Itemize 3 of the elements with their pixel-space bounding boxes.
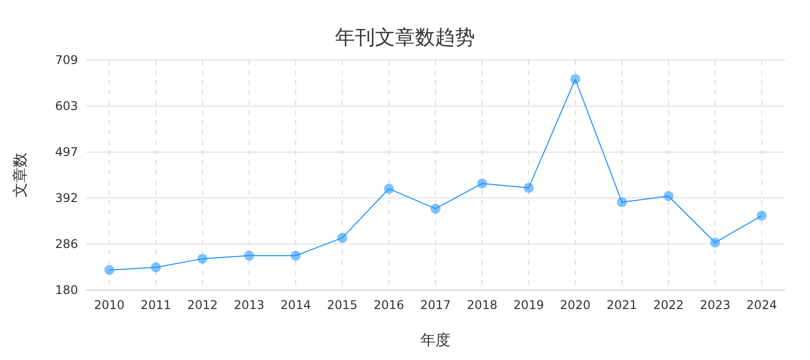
ylabel: 文章数 [11, 152, 29, 198]
xlabel: 年度 [420, 331, 450, 349]
title: 年刊文章数趋势 [335, 25, 475, 49]
